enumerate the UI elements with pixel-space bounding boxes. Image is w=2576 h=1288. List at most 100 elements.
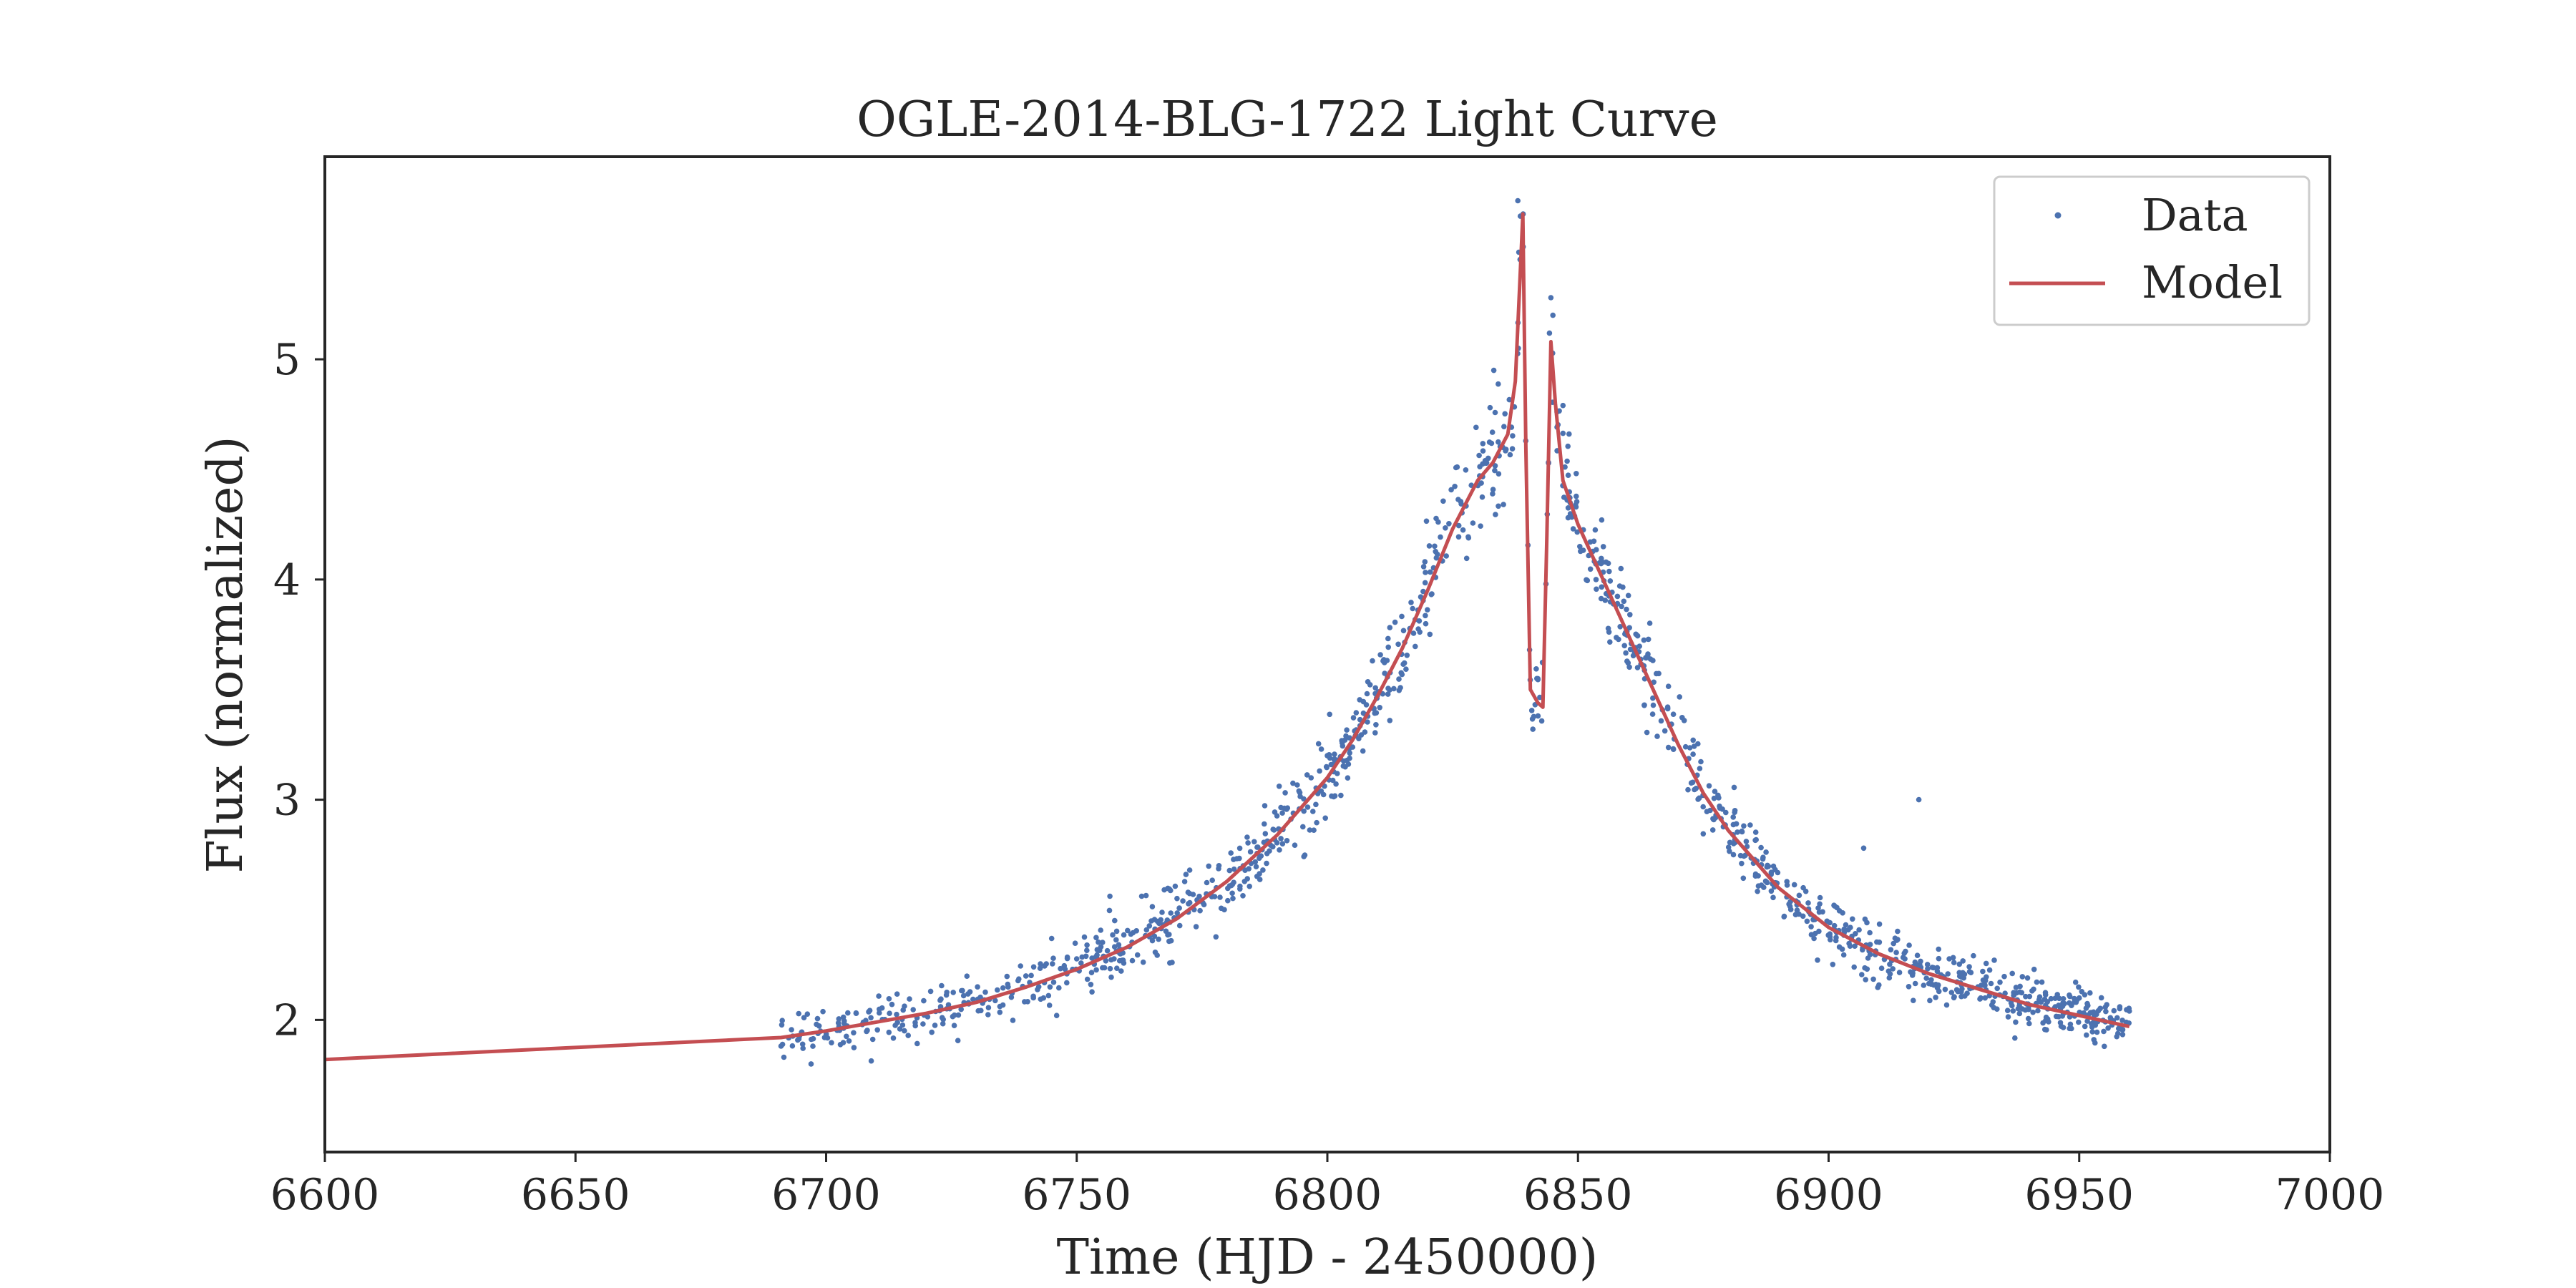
data-point	[889, 1001, 895, 1008]
data-point	[1279, 841, 1286, 847]
data-point	[1990, 999, 1996, 1005]
data-point	[1906, 984, 1912, 990]
data-point	[1372, 685, 1378, 691]
data-point	[1226, 867, 1233, 874]
data-point	[1616, 636, 1621, 643]
data-point	[1739, 860, 1745, 867]
data-point	[1262, 821, 1267, 827]
data-point	[1755, 888, 1760, 894]
data-point	[2012, 1035, 2018, 1041]
data-point	[1772, 867, 1778, 873]
data-point	[2016, 1010, 2023, 1017]
data-point	[1624, 658, 1630, 664]
data-point	[985, 1005, 992, 1010]
data-point	[1644, 653, 1651, 659]
data-point	[1594, 586, 1599, 592]
data-point	[1886, 975, 1893, 981]
data-point	[1005, 981, 1011, 987]
data-point	[1385, 686, 1391, 691]
data-point	[1577, 544, 1583, 550]
data-point	[2026, 993, 2033, 1000]
model-line	[324, 212, 2130, 1062]
data-point	[1183, 872, 1189, 877]
data-point	[1429, 591, 1435, 597]
x-axis-label: Time (HJD - 2450000)	[1057, 1229, 1599, 1286]
data-point	[1252, 859, 1259, 865]
data-point	[1946, 956, 1952, 962]
data-point	[1978, 995, 1984, 1001]
data-point	[1180, 898, 1186, 904]
data-point	[1633, 631, 1639, 638]
data-point	[1252, 839, 1257, 845]
data-point	[1344, 757, 1350, 763]
data-point	[1181, 879, 1188, 884]
data-point	[1533, 666, 1539, 672]
data-point	[1360, 748, 1366, 754]
data-point	[1606, 629, 1612, 635]
data-point	[1292, 842, 1298, 848]
data-point	[1991, 957, 1997, 963]
data-point	[2024, 975, 2031, 981]
data-point	[1864, 919, 1870, 926]
data-point	[1093, 935, 1099, 941]
data-point	[1605, 560, 1611, 567]
data-point	[1607, 639, 1613, 645]
data-point	[1690, 751, 1696, 757]
data-point	[1108, 957, 1114, 963]
data-point	[1260, 867, 1266, 873]
data-point	[1448, 487, 1454, 493]
data-point	[1399, 671, 1405, 678]
data-point	[1509, 446, 1516, 452]
data-point	[1114, 965, 1120, 971]
data-point	[978, 1008, 984, 1014]
data-point	[2094, 1029, 2100, 1035]
data-point	[1760, 856, 1766, 862]
data-point	[1682, 743, 1689, 750]
data-point	[1465, 535, 1472, 541]
data-point	[1896, 970, 1903, 975]
data-point	[1004, 973, 1010, 980]
data-point	[1101, 965, 1108, 971]
data-point	[1670, 746, 1677, 752]
data-point	[1385, 691, 1391, 697]
data-point	[1566, 431, 1572, 437]
data-point	[1912, 980, 1918, 987]
data-point	[1768, 869, 1775, 875]
data-point	[1927, 997, 1933, 1004]
data-point	[1100, 940, 1106, 945]
data-point	[1621, 643, 1627, 649]
data-point	[2107, 1015, 2114, 1021]
data-point	[2089, 1029, 2095, 1035]
data-point	[1128, 931, 1134, 937]
data-point	[914, 1040, 920, 1047]
data-point	[897, 1026, 903, 1032]
data-point	[800, 1045, 806, 1051]
data-point	[876, 993, 882, 999]
data-point	[1094, 952, 1100, 958]
data-point	[1446, 521, 1452, 527]
data-point	[1193, 924, 1199, 930]
x-axis: 6600 6650 6700 6750 6800 6850 6900 6950 7000	[270, 1152, 2384, 1220]
data-point	[1696, 795, 1702, 801]
data-point	[1037, 965, 1043, 971]
data-point	[1478, 480, 1484, 486]
data-point	[1112, 917, 1118, 924]
data-point	[1740, 875, 1747, 882]
data-point	[1856, 927, 1862, 933]
data-point	[1111, 944, 1118, 950]
data-point	[877, 1010, 882, 1016]
data-point	[1000, 985, 1006, 991]
data-point	[1804, 918, 1810, 924]
data-point	[2008, 1000, 2014, 1006]
data-point	[1531, 713, 1537, 720]
data-point	[1565, 514, 1571, 521]
data-point	[1038, 996, 1044, 1002]
data-point	[801, 1015, 807, 1020]
data-point	[910, 1007, 916, 1013]
data-point	[1276, 784, 1282, 789]
data-point	[2041, 1026, 2048, 1033]
data-point	[1216, 863, 1222, 869]
data-point	[1161, 887, 1167, 893]
data-point	[1146, 923, 1153, 929]
